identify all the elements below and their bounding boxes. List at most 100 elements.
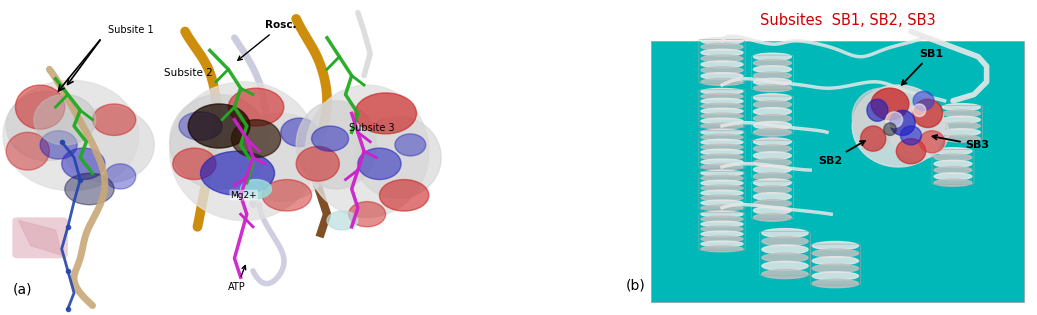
Ellipse shape [170, 94, 269, 189]
Ellipse shape [92, 104, 136, 135]
Ellipse shape [934, 160, 972, 167]
Ellipse shape [754, 214, 791, 221]
Ellipse shape [701, 195, 742, 201]
Ellipse shape [701, 49, 742, 56]
Text: SB3: SB3 [932, 135, 989, 150]
Ellipse shape [701, 139, 742, 145]
Ellipse shape [170, 82, 317, 220]
Ellipse shape [701, 170, 742, 176]
Ellipse shape [852, 88, 912, 145]
Ellipse shape [701, 98, 742, 104]
Ellipse shape [754, 66, 791, 73]
Text: Subsites  SB1, SB2, SB3: Subsites SB1, SB2, SB3 [760, 13, 935, 28]
Ellipse shape [40, 131, 77, 159]
Ellipse shape [754, 72, 791, 79]
Text: SB2: SB2 [818, 141, 865, 166]
Ellipse shape [306, 85, 429, 217]
Ellipse shape [701, 164, 742, 170]
Ellipse shape [762, 237, 808, 246]
Ellipse shape [914, 104, 926, 117]
Ellipse shape [701, 67, 742, 74]
Ellipse shape [701, 205, 742, 211]
Ellipse shape [754, 200, 791, 207]
Ellipse shape [701, 55, 742, 62]
Ellipse shape [884, 123, 896, 135]
Ellipse shape [754, 166, 791, 173]
Ellipse shape [812, 257, 859, 265]
Ellipse shape [812, 264, 859, 272]
Ellipse shape [754, 193, 791, 200]
Ellipse shape [311, 126, 348, 151]
Ellipse shape [6, 91, 86, 161]
Ellipse shape [754, 85, 791, 92]
Ellipse shape [754, 78, 791, 85]
Ellipse shape [934, 179, 972, 186]
Ellipse shape [701, 89, 742, 94]
Ellipse shape [701, 73, 742, 79]
Ellipse shape [890, 110, 916, 135]
Ellipse shape [812, 249, 859, 257]
Ellipse shape [701, 159, 742, 165]
Ellipse shape [754, 159, 791, 166]
Ellipse shape [228, 88, 284, 126]
Ellipse shape [934, 148, 972, 155]
Ellipse shape [64, 173, 114, 205]
Ellipse shape [701, 175, 742, 181]
Ellipse shape [754, 122, 791, 129]
Ellipse shape [16, 85, 64, 129]
Ellipse shape [871, 88, 908, 120]
Ellipse shape [754, 138, 791, 146]
Ellipse shape [762, 253, 808, 262]
Ellipse shape [701, 113, 742, 119]
Ellipse shape [231, 113, 330, 202]
Ellipse shape [701, 190, 742, 196]
Ellipse shape [173, 148, 216, 180]
Ellipse shape [762, 270, 808, 278]
Text: Subsite 2: Subsite 2 [164, 68, 213, 77]
Ellipse shape [852, 85, 945, 167]
Text: (a): (a) [12, 282, 32, 296]
Ellipse shape [701, 108, 742, 114]
Ellipse shape [754, 186, 791, 193]
Ellipse shape [701, 200, 742, 206]
Ellipse shape [701, 154, 742, 160]
Ellipse shape [62, 148, 105, 180]
Ellipse shape [943, 129, 980, 136]
Ellipse shape [754, 145, 791, 152]
Ellipse shape [914, 99, 943, 128]
Text: ATP: ATP [228, 266, 246, 292]
Text: Subsite 1: Subsite 1 [108, 25, 153, 35]
Ellipse shape [812, 242, 859, 250]
Ellipse shape [262, 180, 311, 211]
Ellipse shape [754, 115, 791, 122]
Ellipse shape [701, 246, 742, 252]
Ellipse shape [754, 94, 791, 101]
Ellipse shape [281, 118, 317, 146]
Ellipse shape [61, 107, 155, 183]
Ellipse shape [348, 202, 386, 227]
Ellipse shape [754, 173, 791, 180]
Ellipse shape [395, 134, 426, 156]
Ellipse shape [754, 129, 791, 136]
Ellipse shape [886, 112, 902, 128]
Ellipse shape [861, 126, 886, 151]
Ellipse shape [754, 207, 791, 214]
Ellipse shape [701, 185, 742, 191]
Ellipse shape [943, 110, 980, 117]
Ellipse shape [701, 226, 742, 232]
Ellipse shape [812, 272, 859, 280]
Ellipse shape [701, 118, 742, 124]
Ellipse shape [754, 101, 791, 108]
Ellipse shape [701, 216, 742, 222]
Ellipse shape [934, 167, 972, 174]
Ellipse shape [701, 144, 742, 150]
Ellipse shape [754, 152, 791, 159]
Ellipse shape [701, 221, 742, 227]
Ellipse shape [754, 60, 791, 66]
Ellipse shape [754, 53, 791, 60]
Text: Mg2+: Mg2+ [230, 191, 257, 200]
Ellipse shape [762, 229, 808, 238]
Ellipse shape [914, 91, 934, 110]
Ellipse shape [188, 104, 250, 148]
Polygon shape [19, 220, 62, 255]
